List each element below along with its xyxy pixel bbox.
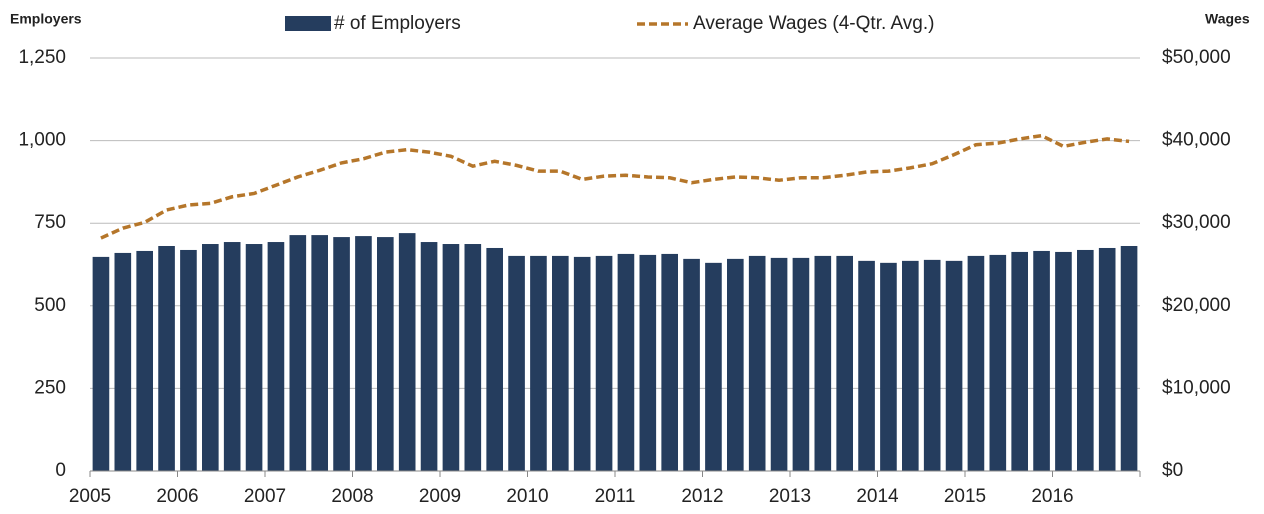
bar bbox=[398, 233, 416, 471]
bar bbox=[727, 258, 744, 471]
y2-tick-label: $0 bbox=[1162, 460, 1183, 481]
bar bbox=[530, 255, 547, 471]
bar bbox=[639, 254, 657, 471]
y-tick-label: 1,000 bbox=[18, 130, 66, 151]
y-tick-label: 250 bbox=[34, 377, 66, 398]
y2-axis-title: Wages bbox=[1205, 11, 1250, 27]
y2-tick-label: $50,000 bbox=[1162, 47, 1231, 68]
bar bbox=[202, 244, 219, 471]
bar bbox=[945, 260, 963, 471]
bar bbox=[617, 253, 635, 471]
bar bbox=[1077, 249, 1094, 471]
bar bbox=[1098, 247, 1116, 471]
bar bbox=[158, 245, 175, 471]
y-tick-label: 750 bbox=[34, 212, 66, 233]
bar bbox=[880, 262, 897, 471]
y-axis-title: Employers bbox=[10, 11, 82, 27]
legend-label: Average Wages (4-Qtr. Avg.) bbox=[693, 13, 934, 34]
bar bbox=[114, 252, 132, 471]
x-tick-label: 2010 bbox=[506, 486, 548, 507]
bar bbox=[748, 255, 766, 471]
y-tick-label: 0 bbox=[55, 460, 66, 481]
bar bbox=[245, 244, 263, 471]
bar bbox=[902, 260, 919, 471]
x-tick-label: 2011 bbox=[595, 486, 636, 507]
x-tick-label: 2015 bbox=[944, 486, 986, 507]
bar bbox=[92, 256, 110, 471]
bar bbox=[573, 256, 591, 471]
bar bbox=[858, 260, 875, 471]
bar bbox=[967, 255, 985, 471]
bar bbox=[136, 250, 153, 471]
y2-tick-label: $30,000 bbox=[1162, 212, 1231, 233]
x-tick-label: 2007 bbox=[244, 486, 286, 507]
bar bbox=[1055, 251, 1072, 471]
bar bbox=[661, 253, 678, 471]
line bbox=[100, 133, 1130, 240]
y2-tick-label: $40,000 bbox=[1162, 130, 1231, 151]
bar bbox=[180, 249, 197, 471]
bar bbox=[836, 255, 853, 471]
legend-swatch bbox=[285, 16, 331, 31]
bar bbox=[1011, 251, 1028, 471]
bar bbox=[289, 235, 307, 471]
bar bbox=[486, 247, 503, 471]
bar bbox=[377, 237, 394, 471]
y-tick-label: 500 bbox=[34, 295, 66, 316]
bar bbox=[814, 255, 832, 471]
bar bbox=[267, 242, 285, 471]
bar bbox=[923, 259, 941, 471]
bar bbox=[420, 242, 438, 471]
bar bbox=[792, 257, 810, 471]
bar bbox=[355, 236, 372, 471]
bar bbox=[464, 244, 482, 471]
bar bbox=[770, 257, 788, 471]
bar bbox=[223, 242, 241, 471]
bar bbox=[705, 262, 722, 471]
bar bbox=[508, 255, 525, 471]
x-tick-label: 2009 bbox=[419, 486, 461, 507]
x-tick-label: 2016 bbox=[1031, 486, 1073, 507]
y-tick-label: 1,250 bbox=[18, 47, 66, 68]
bar bbox=[552, 255, 569, 471]
x-tick-label: 2013 bbox=[769, 486, 811, 507]
x-tick-label: 2012 bbox=[681, 486, 723, 507]
bar bbox=[333, 237, 350, 471]
bar bbox=[683, 258, 700, 471]
bar bbox=[442, 244, 460, 471]
bar bbox=[595, 255, 613, 471]
legend-label: # of Employers bbox=[334, 13, 461, 34]
y2-tick-label: $10,000 bbox=[1162, 377, 1231, 398]
x-tick-label: 2014 bbox=[856, 486, 899, 507]
x-tick-label: 2008 bbox=[331, 486, 373, 507]
bar bbox=[1033, 250, 1050, 471]
bar bbox=[1120, 245, 1138, 471]
bar bbox=[311, 235, 328, 471]
x-tick-label: 2006 bbox=[156, 486, 198, 507]
y2-tick-label: $20,000 bbox=[1162, 295, 1231, 316]
bar bbox=[989, 254, 1007, 471]
x-tick-label: 2005 bbox=[69, 486, 111, 507]
